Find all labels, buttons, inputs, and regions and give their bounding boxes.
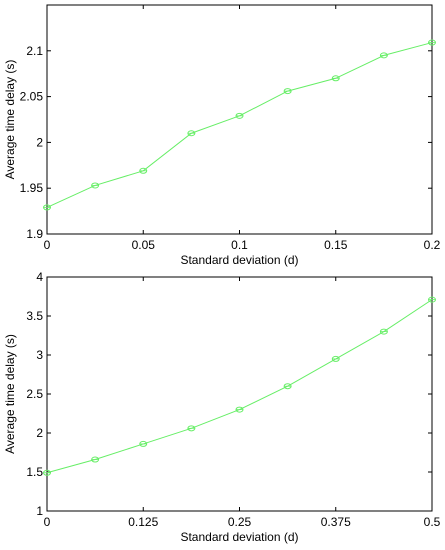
- data-point: [139, 440, 148, 447]
- data-point: [283, 383, 292, 390]
- y-tick-label: 3: [36, 348, 43, 362]
- data-point: [331, 355, 340, 362]
- data-point: [235, 406, 244, 413]
- y-tick-label: 1.9: [26, 227, 43, 241]
- x-tick-label: 0.125: [128, 515, 158, 529]
- y-axis-label: Average time delay (s): [3, 60, 17, 180]
- y-axis-label: Average time delay (s): [3, 334, 17, 454]
- x-tick-label: 0.2: [424, 238, 441, 252]
- data-point: [428, 296, 436, 303]
- data-point: [235, 112, 244, 119]
- x-tick-label: 0.375: [321, 515, 351, 529]
- x-axis-label: Standard deviation (d): [180, 253, 298, 267]
- y-tick-label: 4: [36, 270, 43, 284]
- y-tick-label: 2: [36, 426, 43, 440]
- plot-area: [46, 4, 433, 235]
- y-tick-label: 3.5: [26, 309, 43, 323]
- data-point: [379, 52, 388, 59]
- data-point: [91, 182, 100, 189]
- data-point: [379, 328, 388, 335]
- x-tick-label: 0.5: [424, 515, 441, 529]
- data-point: [331, 75, 340, 82]
- y-tick-label: 1: [36, 504, 43, 518]
- y-tick-label: 1.95: [20, 181, 44, 195]
- x-tick-label: 0.1: [231, 238, 248, 252]
- x-tick-label: 0: [44, 515, 51, 529]
- y-tick-label: 2: [36, 135, 43, 149]
- data-point: [139, 167, 148, 174]
- x-tick-label: 0.15: [324, 238, 348, 252]
- x-tick-label: 0: [44, 238, 51, 252]
- chart-2: 0 0.125 0.25 0.375 0.5 1 1.5 2 2.5 3 3.5 4 Standard …: [3, 270, 441, 544]
- y-tick-label: 2.1: [26, 44, 43, 58]
- data-point: [91, 456, 100, 463]
- data-point: [283, 88, 292, 95]
- x-tick-label: 0.25: [228, 515, 252, 529]
- chart-1: 0 0.05 0.1 0.15 0.2 1.9 1.95 2 2.05 2.1 Standard d…: [3, 4, 441, 267]
- data-point: [43, 469, 51, 476]
- data-point: [428, 39, 436, 46]
- y-tick-label: 2.05: [20, 90, 44, 104]
- data-point: [187, 425, 196, 432]
- data-point: [187, 130, 196, 137]
- x-axis-label: Standard deviation (d): [180, 530, 298, 544]
- x-tick-label: 0.05: [132, 238, 156, 252]
- y-tick-label: 2.5: [26, 387, 43, 401]
- plot-area: [46, 276, 433, 512]
- y-tick-label: 1.5: [26, 465, 43, 479]
- data-point: [43, 204, 51, 211]
